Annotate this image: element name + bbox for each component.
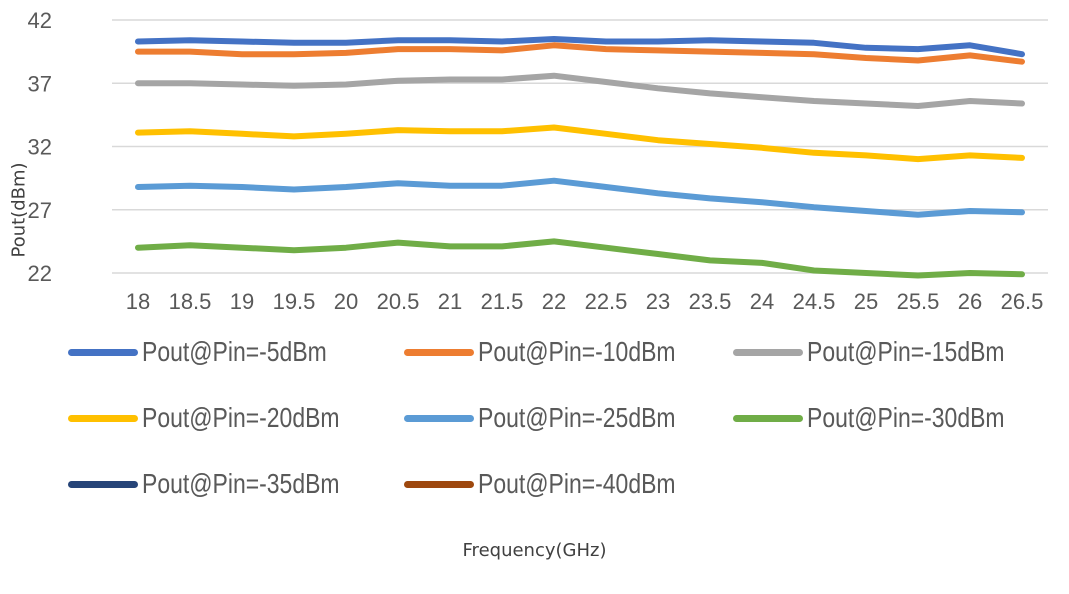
series-line-3 — [135, 72, 1025, 109]
y-tick-label: 42 — [28, 8, 52, 33]
x-tick-label: 24.5 — [793, 289, 836, 314]
x-tick-label: 25.5 — [897, 289, 940, 314]
legend-label: Pout@Pin=-35dBm — [142, 468, 340, 499]
x-tick-label: 19.5 — [273, 289, 316, 314]
x-tick-label: 21 — [438, 289, 462, 314]
series-lines — [135, 36, 1025, 279]
legend-item: Pout@Pin=-40dBm — [404, 462, 719, 506]
legend-swatch — [68, 348, 138, 356]
x-tick-label: 18 — [126, 289, 150, 314]
series-line-6 — [135, 238, 1025, 279]
y-tick-label: 37 — [28, 71, 52, 96]
x-tick-labels: 18 18.5 19 19.5 20 20.5 21 21.5 22 22.5 23 23.5 24 24… — [126, 289, 1044, 314]
y-tick-label: 22 — [28, 261, 52, 286]
x-tick-label: 25 — [854, 289, 878, 314]
legend-label: Pout@Pin=-20dBm — [142, 402, 340, 433]
legend-swatch — [68, 414, 138, 422]
x-tick-label: 23 — [646, 289, 670, 314]
y-tick-label: 27 — [28, 198, 52, 223]
series-line-1 — [135, 36, 1025, 58]
legend-label: Pout@Pin=-25dBm — [478, 402, 676, 433]
x-tick-label: 23.5 — [689, 289, 732, 314]
legend-item: Pout@Pin=-35dBm — [68, 462, 383, 506]
legend-label: Pout@Pin=-15dBm — [807, 336, 1005, 367]
legend-label: Pout@Pin=-30dBm — [807, 402, 1005, 433]
x-tick-label: 26.5 — [1001, 289, 1044, 314]
x-tick-label: 22.5 — [585, 289, 628, 314]
legend-item: Pout@Pin=-10dBm — [404, 330, 719, 374]
x-tick-label: 18.5 — [169, 289, 212, 314]
legend-item: Pout@Pin=-25dBm — [404, 396, 719, 440]
y-axis-title-container: Pout(dBm) — [4, 130, 34, 290]
x-tick-label: 24 — [750, 289, 774, 314]
x-tick-label: 20 — [334, 289, 358, 314]
legend-item: Pout@Pin=-15dBm — [733, 330, 1048, 374]
legend-item: Pout@Pin=-5dBm — [68, 330, 367, 374]
legend-swatch — [404, 414, 474, 422]
series-line-4 — [135, 124, 1025, 163]
x-tick-label: 20.5 — [377, 289, 420, 314]
legend-label: Pout@Pin=-10dBm — [478, 336, 676, 367]
x-tick-label: 22 — [542, 289, 566, 314]
legend-label: Pout@Pin=-5dBm — [142, 336, 327, 367]
x-tick-label: 19 — [230, 289, 254, 314]
x-tick-label: 21.5 — [481, 289, 524, 314]
legend-swatch — [68, 480, 138, 488]
series-line-5 — [135, 177, 1025, 218]
y-tick-labels: 22 27 32 37 42 — [28, 8, 52, 286]
x-tick-label: 26 — [958, 289, 982, 314]
legend-swatch — [733, 348, 803, 356]
legend-swatch — [733, 414, 803, 422]
legend-swatch — [404, 480, 474, 488]
series-line-2 — [135, 42, 1025, 65]
x-axis-title: Frequency(GHz) — [462, 540, 607, 561]
legend-item: Pout@Pin=-20dBm — [68, 396, 383, 440]
y-tick-label: 32 — [28, 135, 52, 160]
legend-swatch — [404, 348, 474, 356]
y-axis-title: Pout(dBm) — [8, 162, 30, 258]
legend-item: Pout@Pin=-30dBm — [733, 396, 1048, 440]
legend-label: Pout@Pin=-40dBm — [478, 468, 676, 499]
